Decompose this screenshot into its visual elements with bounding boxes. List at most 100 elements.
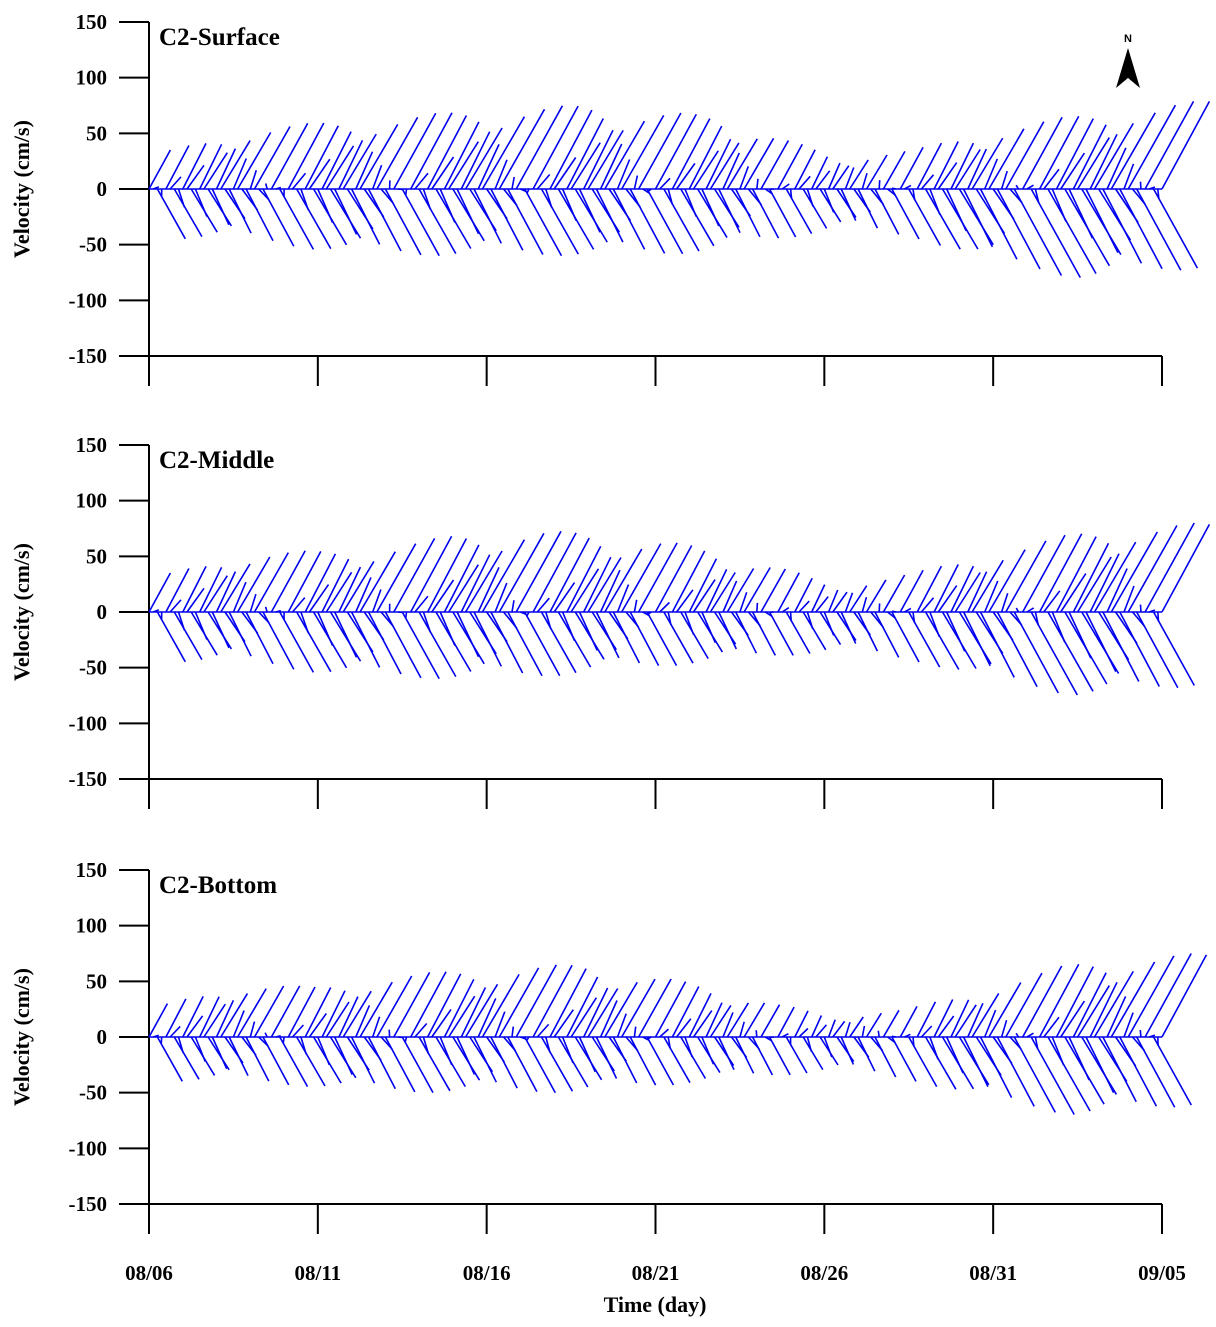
velocity-stick bbox=[321, 990, 346, 1038]
velocity-stick bbox=[367, 1036, 397, 1090]
velocity-stick bbox=[785, 611, 811, 654]
velocity-stick bbox=[861, 172, 868, 190]
velocity-stick bbox=[654, 113, 698, 190]
velocity-stick bbox=[967, 148, 988, 190]
velocity-stick bbox=[329, 188, 362, 239]
velocity-stick bbox=[262, 611, 295, 670]
velocity-stick bbox=[621, 543, 662, 613]
velocity-stick bbox=[849, 159, 869, 190]
velocity-stick bbox=[604, 981, 638, 1038]
velocity-stick bbox=[169, 176, 182, 190]
velocity-stick bbox=[958, 188, 994, 246]
velocity-stick bbox=[498, 108, 546, 190]
velocity-stick bbox=[899, 146, 924, 190]
velocity-stick bbox=[169, 599, 182, 613]
velocity-stick bbox=[291, 597, 306, 613]
velocity-stick bbox=[1051, 188, 1067, 222]
velocity-stick bbox=[633, 599, 638, 613]
velocity-stick bbox=[1060, 573, 1087, 613]
velocity-stick bbox=[1123, 585, 1135, 613]
velocity-stick bbox=[426, 538, 468, 613]
velocity-stick bbox=[456, 188, 480, 235]
velocity-stick bbox=[659, 177, 671, 190]
velocity-stick bbox=[667, 188, 674, 205]
velocity-stick bbox=[865, 579, 887, 613]
velocity-stick bbox=[815, 1024, 828, 1038]
velocity-stick bbox=[1127, 525, 1178, 613]
velocity-stick bbox=[1135, 1036, 1176, 1108]
velocity-stick bbox=[1106, 996, 1127, 1038]
velocity-stick bbox=[393, 972, 431, 1038]
velocity-stick bbox=[464, 983, 499, 1038]
velocity-stick bbox=[540, 611, 577, 674]
velocity-stick bbox=[637, 978, 672, 1038]
velocity-stick bbox=[945, 188, 967, 232]
velocity-stick bbox=[785, 1036, 808, 1074]
velocity-stick bbox=[877, 1030, 880, 1038]
velocity-stick bbox=[570, 997, 598, 1038]
velocity-stick bbox=[680, 188, 715, 247]
velocity-stick bbox=[1161, 954, 1208, 1038]
velocity-stick bbox=[671, 986, 700, 1038]
velocity-stick bbox=[279, 188, 315, 250]
velocity-stick bbox=[899, 569, 924, 613]
velocity-stick bbox=[768, 188, 797, 238]
x-tick-label: 08/26 bbox=[800, 1261, 848, 1285]
velocity-stick bbox=[338, 139, 364, 190]
velocity-stick bbox=[751, 188, 780, 239]
velocity-stick bbox=[798, 1027, 809, 1038]
stick-series bbox=[148, 953, 1208, 1115]
velocity-stick bbox=[173, 188, 203, 238]
panels-container: 150 100 50 0 -50 -100 -150 Velocity (cm/s) C2-Su… bbox=[9, 10, 1211, 1285]
velocity-stick bbox=[739, 592, 748, 613]
velocity-stick bbox=[507, 188, 544, 255]
panel-c2-bottom: 150 100 50 0 -50 -100 -150 Velocity (cm/s) C2-Bo… bbox=[9, 858, 1208, 1234]
velocity-stick bbox=[393, 538, 436, 613]
velocity-stick bbox=[418, 611, 457, 677]
velocity-stick bbox=[962, 188, 994, 248]
velocity-stick bbox=[545, 611, 552, 630]
velocity-stick bbox=[1055, 966, 1095, 1038]
velocity-stick bbox=[1110, 112, 1156, 190]
velocity-stick bbox=[1102, 611, 1140, 682]
velocity-stick bbox=[612, 1036, 638, 1084]
velocity-stick bbox=[688, 558, 718, 613]
velocity-stick bbox=[789, 188, 793, 199]
velocity-stick bbox=[507, 1036, 538, 1092]
velocity-stick bbox=[692, 579, 716, 613]
velocity-stick bbox=[1060, 1000, 1086, 1038]
velocity-stick bbox=[646, 611, 678, 666]
velocity-stick bbox=[342, 990, 372, 1038]
velocity-stick bbox=[165, 998, 187, 1038]
velocity-stick bbox=[338, 996, 359, 1038]
velocity-stick bbox=[308, 584, 330, 613]
panel-title: C2-Bottom bbox=[159, 872, 277, 899]
velocity-stick bbox=[962, 1036, 989, 1088]
velocity-stick bbox=[996, 611, 1038, 688]
velocity-stick bbox=[245, 188, 274, 242]
panel-c2-surface: 150 100 50 0 -50 -100 -150 Velocity (cm/s) C2-Su… bbox=[9, 10, 1211, 386]
velocity-stick bbox=[595, 188, 624, 243]
velocity-stick bbox=[616, 1013, 627, 1038]
velocity-stick bbox=[355, 151, 374, 190]
velocity-stick bbox=[439, 1036, 453, 1066]
velocity-stick bbox=[371, 1016, 381, 1038]
velocity-stick bbox=[865, 154, 888, 190]
velocity-stick bbox=[722, 580, 738, 613]
velocity-stick bbox=[840, 188, 857, 221]
velocity-stick bbox=[637, 542, 678, 613]
velocity-stick bbox=[768, 1036, 791, 1076]
velocity-stick bbox=[768, 611, 794, 656]
velocity-stick bbox=[815, 170, 831, 190]
velocity-stick bbox=[815, 596, 829, 613]
velocity-stick bbox=[920, 597, 935, 613]
velocity-stick bbox=[404, 1036, 408, 1043]
velocity-stick bbox=[182, 566, 207, 613]
velocity-stick bbox=[840, 611, 857, 644]
velocity-stick bbox=[300, 188, 310, 211]
velocity-stick bbox=[203, 152, 228, 190]
velocity-stick bbox=[849, 1016, 864, 1038]
velocity-stick bbox=[777, 1006, 795, 1038]
velocity-stick bbox=[802, 611, 827, 651]
velocity-stick bbox=[734, 611, 758, 654]
